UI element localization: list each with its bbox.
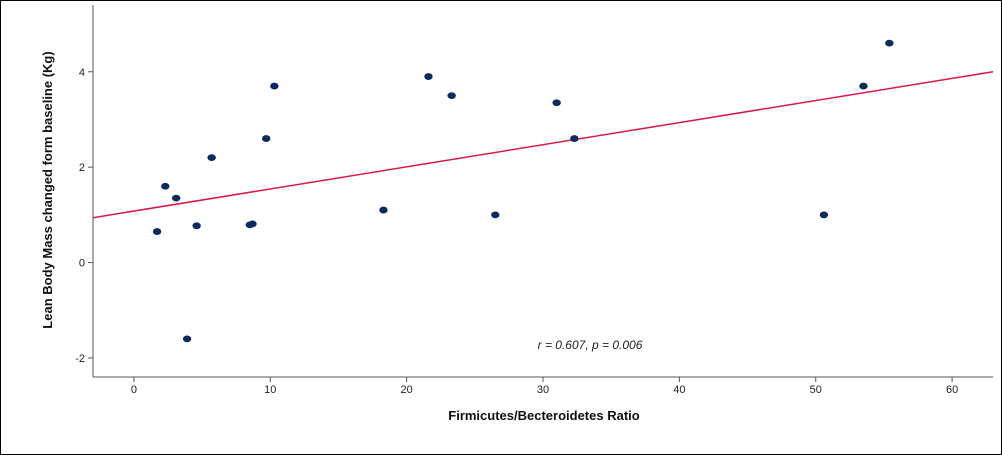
x-tick-label: 10 <box>264 384 276 396</box>
x-tick-label: 30 <box>537 384 549 396</box>
y-tick-label: 0 <box>79 258 85 270</box>
data-point <box>171 194 181 202</box>
correlation-annotation: r = 0.607, p = 0.006 <box>538 338 643 352</box>
y-tick-label: -2 <box>75 353 85 365</box>
x-tick-label: 50 <box>810 384 822 396</box>
ticks: 0 10 20 30 40 50 60 -2 0 2 4 <box>75 67 958 396</box>
y-tick-label: 4 <box>79 67 85 79</box>
data-point <box>261 135 271 142</box>
data-point <box>192 222 201 230</box>
data-point <box>270 82 279 90</box>
data-point <box>570 135 579 142</box>
data-point <box>491 211 500 219</box>
data-point <box>379 206 388 214</box>
data-point <box>152 228 162 235</box>
fit-line <box>92 71 994 219</box>
data-point <box>248 220 257 228</box>
data-point <box>859 82 868 90</box>
x-tick-label: 0 <box>131 384 137 396</box>
x-axis-title: Firmicutes/Becteroidetes Ratio <box>448 408 640 423</box>
x-tick-label: 20 <box>401 384 413 396</box>
data-point <box>552 99 561 107</box>
data-point <box>819 211 829 219</box>
points-group <box>152 39 894 343</box>
data-point <box>207 154 216 162</box>
data-point <box>447 92 456 100</box>
y-tick-label: 2 <box>79 162 85 174</box>
fit-line-group <box>92 71 994 219</box>
y-axis-title: Lean Body Mass changed form baseline (Kg… <box>40 51 55 328</box>
x-tick-label: 40 <box>673 384 685 396</box>
x-tick-label: 60 <box>946 384 958 396</box>
data-point <box>885 39 894 47</box>
data-point <box>424 73 433 80</box>
axes <box>92 5 993 378</box>
data-point <box>161 182 170 190</box>
data-point <box>182 335 192 343</box>
